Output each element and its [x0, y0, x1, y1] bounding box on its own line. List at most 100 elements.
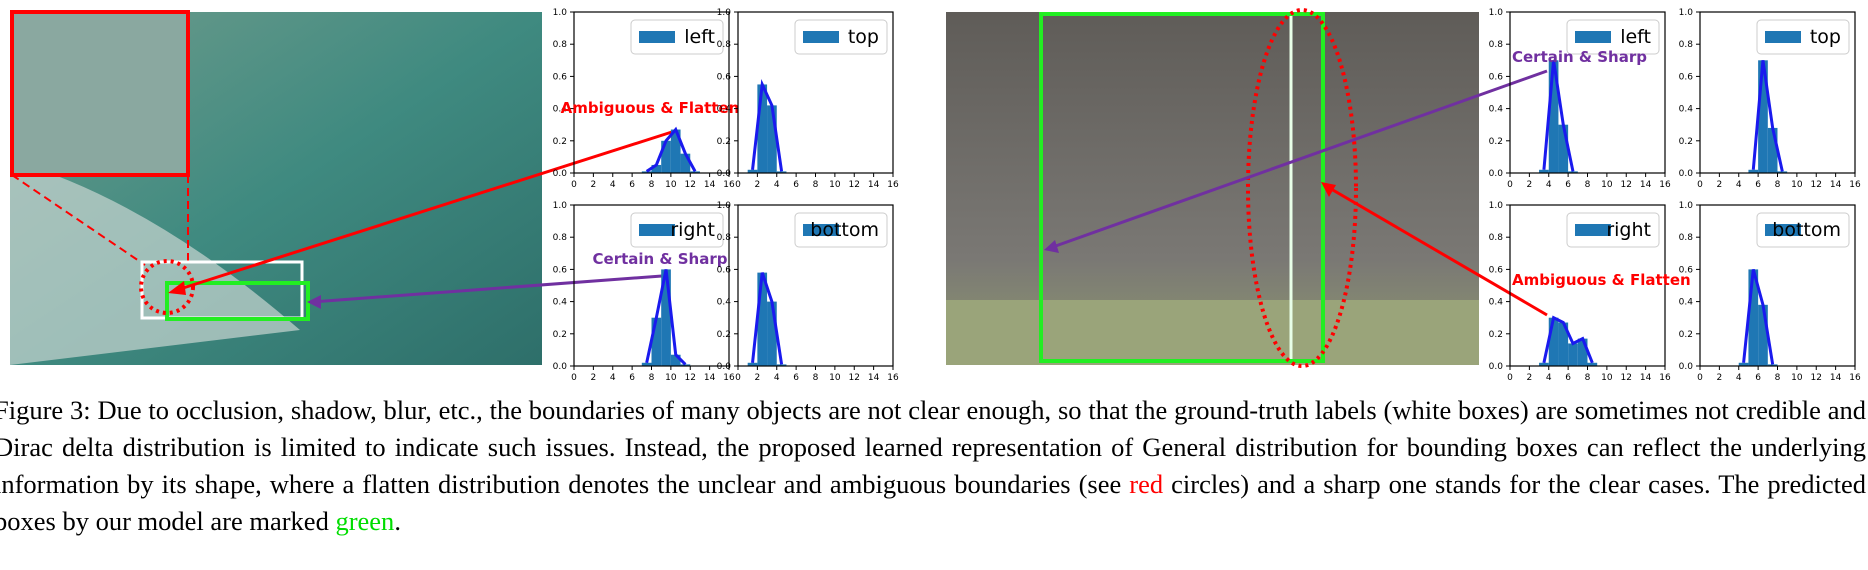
x-tick-label: 6: [1755, 180, 1761, 190]
x-tick-label: 16: [723, 373, 735, 383]
x-tick-label: 14: [1640, 180, 1652, 190]
plot-frame: [737, 11, 894, 174]
y-tick-label: 0.2: [1489, 330, 1503, 340]
annotation: Ambiguous & Flatten: [561, 99, 740, 117]
bar: [670, 129, 681, 173]
y-tick-label: 0.0: [1489, 362, 1504, 372]
bar: [747, 362, 758, 366]
bar: [1758, 60, 1768, 173]
x-tick-label: 4: [610, 180, 616, 190]
bar: [651, 317, 662, 366]
legend-swatch: [1575, 31, 1611, 43]
y-tick-label: 0.6: [553, 72, 568, 82]
bar: [747, 169, 758, 173]
x-tick-label: 16: [723, 180, 735, 190]
x-tick-label: 14: [704, 180, 716, 190]
legend-box: [1566, 212, 1660, 248]
y-tick-label: 0.6: [1489, 265, 1504, 275]
x-tick-label: 10: [665, 180, 677, 190]
x-tick-label: 14: [1830, 180, 1842, 190]
x-tick-label: 14: [1640, 373, 1652, 383]
x-tick-label: 8: [1775, 373, 1781, 383]
x-tick-label: 4: [1546, 373, 1552, 383]
y-tick-label: 1.0: [717, 201, 732, 211]
density-line: [751, 272, 784, 365]
bar: [680, 153, 691, 173]
plot-frame: [1509, 11, 1666, 174]
legend-box: [630, 212, 724, 248]
x-tick-label: 8: [649, 373, 655, 383]
density-line: [645, 269, 687, 366]
x-tick-label: 10: [1601, 180, 1613, 190]
y-tick-label: 0.2: [1679, 330, 1693, 340]
plot-frame: [1699, 11, 1856, 174]
x-tick-label: 6: [793, 180, 799, 190]
y-tick-label: 0.8: [1489, 233, 1504, 243]
legend-label: top: [1810, 26, 1841, 48]
bar: [1539, 362, 1549, 366]
x-tick-label: 8: [1585, 373, 1591, 383]
x-tick-label: 10: [665, 373, 677, 383]
x-tick-label: 4: [1546, 180, 1552, 190]
density-line: [645, 126, 697, 173]
x-tick-label: 16: [1659, 373, 1671, 383]
x-tick-label: 8: [1585, 180, 1591, 190]
x-tick-label: 0: [571, 180, 577, 190]
y-tick-label: 0.0: [1489, 169, 1504, 179]
x-tick-label: 8: [1775, 180, 1781, 190]
y-tick-label: 0.6: [717, 265, 732, 275]
bar: [1568, 343, 1578, 366]
x-tick-label: 12: [849, 373, 860, 383]
x-tick-label: 16: [1659, 180, 1671, 190]
density-line: [1542, 60, 1575, 172]
x-tick-label: 0: [1507, 373, 1513, 383]
bar: [1568, 171, 1578, 173]
y-tick-label: 0.0: [553, 169, 568, 179]
y-tick-label: 0.4: [553, 105, 568, 115]
caption-text: .: [394, 506, 401, 536]
legend-box: [1756, 19, 1850, 55]
x-tick-label: 4: [1736, 373, 1742, 383]
x-tick-label: 16: [887, 180, 899, 190]
y-tick-label: 0.6: [1679, 72, 1694, 82]
x-tick-label: 0: [1697, 180, 1703, 190]
bar: [641, 362, 652, 366]
x-tick-label: 4: [774, 180, 780, 190]
x-tick-label: 12: [1621, 373, 1632, 383]
x-tick-label: 0: [1697, 373, 1703, 383]
x-tick-label: 2: [1717, 373, 1723, 383]
y-tick-label: 0.0: [553, 362, 568, 372]
annotation: Certain & Sharp: [593, 250, 728, 268]
bar: [1548, 60, 1559, 173]
y-tick-label: 0.8: [553, 40, 568, 50]
density-line: [1542, 315, 1594, 364]
density-line: [751, 78, 784, 172]
bar: [1539, 169, 1549, 173]
legend-swatch: [803, 224, 839, 236]
legend-swatch: [1765, 224, 1801, 236]
x-tick-label: 12: [685, 373, 696, 383]
x-tick-label: 2: [1527, 373, 1533, 383]
bar: [641, 171, 652, 173]
y-tick-label: 0.2: [1489, 137, 1503, 147]
y-tick-label: 0.8: [553, 233, 568, 243]
y-tick-label: 0.2: [717, 330, 731, 340]
x-tick-label: 10: [829, 180, 841, 190]
y-tick-label: 0.2: [1679, 137, 1693, 147]
x-tick-label: 0: [735, 180, 741, 190]
elephant-photo: [946, 8, 1479, 368]
x-tick-label: 4: [610, 373, 616, 383]
x-tick-label: 6: [1755, 373, 1761, 383]
caption-text: Figure 3: Due to occlusion, shadow, blur…: [0, 395, 1866, 499]
bar: [1748, 269, 1759, 366]
y-tick-label: 1.0: [1489, 8, 1504, 18]
bar: [1738, 362, 1749, 366]
y-tick-label: 0.8: [1679, 40, 1694, 50]
bar: [661, 269, 671, 366]
plot-frame: [573, 11, 730, 174]
x-tick-label: 14: [1830, 373, 1842, 383]
legend-label: top: [848, 26, 879, 48]
legend-box: [794, 19, 888, 55]
y-tick-label: 0.6: [1679, 265, 1694, 275]
x-tick-label: 8: [813, 180, 819, 190]
